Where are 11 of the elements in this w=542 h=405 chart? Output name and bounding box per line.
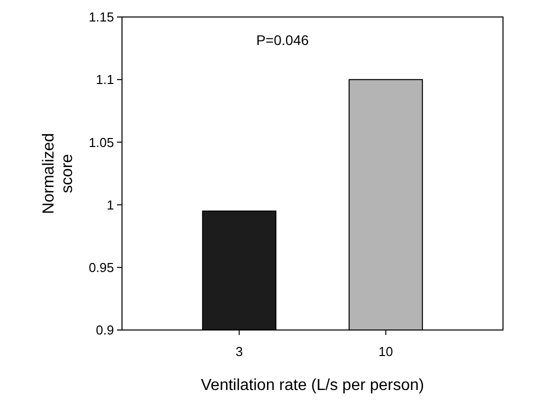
annotation: P=0.046: [256, 32, 309, 48]
y-tick-label: 0.95: [88, 260, 114, 275]
y-tick-label: 0.9: [96, 322, 114, 338]
y-axis-title: Normalized score: [40, 133, 76, 214]
x-axis-title: Ventilation rate (L/s per person): [200, 377, 424, 394]
y-tick-label: 1.05: [88, 134, 114, 150]
y-tick-label: 1.1: [96, 72, 114, 88]
y-tick-label: 1.15: [88, 10, 114, 25]
x-tick-label: 3: [236, 344, 243, 359]
x-tick-label: 10: [378, 344, 394, 359]
y-tick-label: 1: [106, 197, 114, 212]
